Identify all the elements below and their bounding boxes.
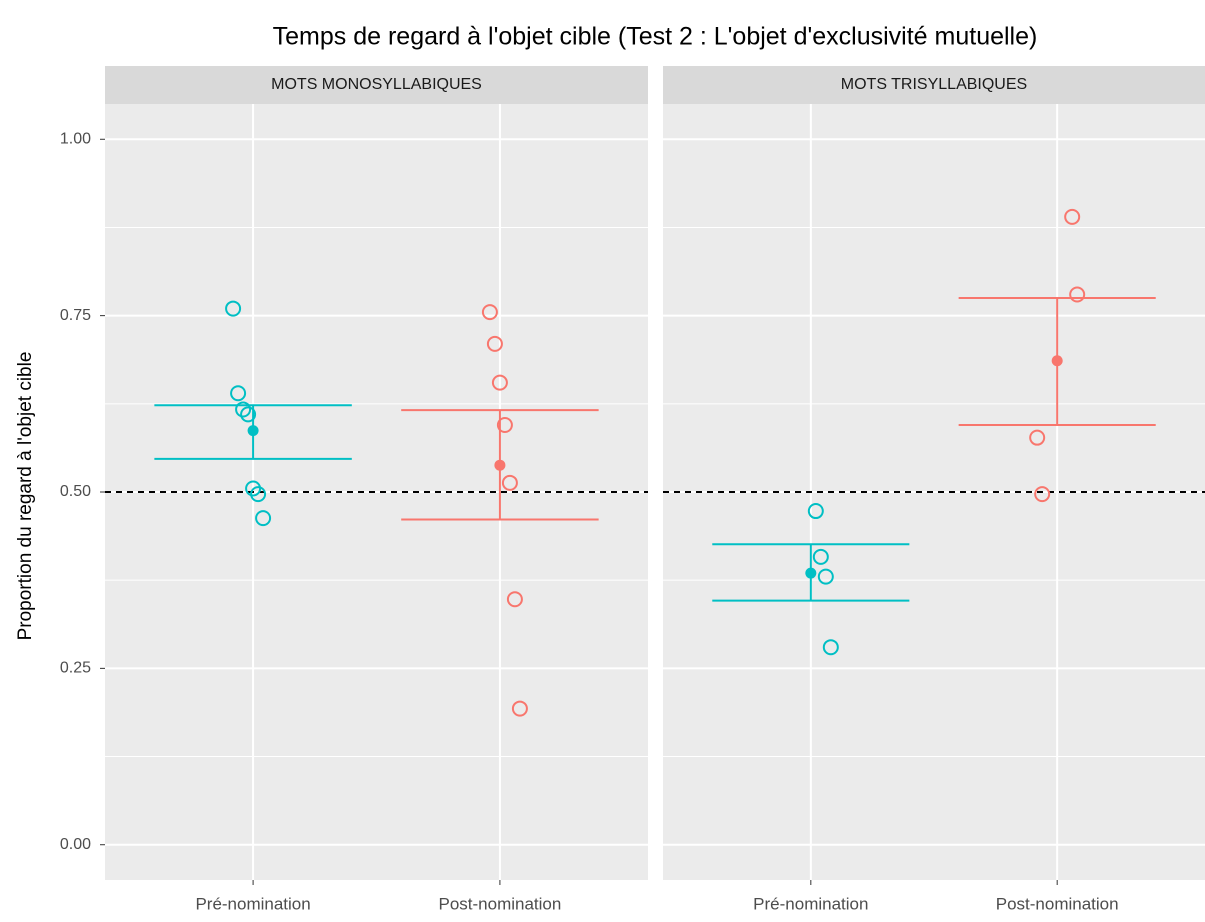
- strip: [105, 66, 648, 104]
- data-point: [255, 510, 272, 527]
- facet-label: MOTS MONOSYLLABIQUES: [271, 76, 482, 93]
- strip: [663, 66, 1205, 104]
- data-point: [506, 591, 523, 608]
- data-point: [1029, 429, 1046, 446]
- y-axis-label: Proportion du regard à l'objet cible: [15, 352, 36, 641]
- data-point: [1064, 208, 1081, 225]
- mean-point: [805, 567, 817, 579]
- x-tick-label: Pré-nomination: [195, 894, 310, 913]
- x-tick-label: Pré-nomination: [753, 894, 868, 913]
- mean-point: [494, 459, 506, 471]
- mean-point: [1051, 355, 1063, 367]
- data-point: [486, 335, 503, 352]
- x-tick-label: Post-nomination: [438, 894, 561, 913]
- data-point: [817, 568, 834, 585]
- data-point: [491, 374, 508, 391]
- mean-point: [247, 425, 259, 437]
- data-point: [230, 385, 247, 402]
- data-point: [501, 474, 518, 491]
- data-point: [250, 486, 267, 503]
- data-point: [812, 548, 829, 565]
- data-point: [245, 480, 262, 497]
- chart-title: Temps de regard à l'objet cible (Test 2 …: [273, 23, 1038, 51]
- data-point: [1034, 486, 1051, 503]
- x-tick-label: Post-nomination: [996, 894, 1119, 913]
- data-point: [496, 416, 513, 433]
- data-point: [807, 503, 824, 520]
- y-tick-label: 1.00: [60, 130, 91, 147]
- data-point: [481, 304, 498, 321]
- data-point: [240, 406, 257, 423]
- data-point: [822, 639, 839, 656]
- y-tick-label: 0.00: [60, 836, 91, 853]
- y-tick-label: 0.25: [60, 660, 91, 677]
- data-point: [225, 300, 242, 317]
- facet-label: MOTS TRISYLLABIQUES: [841, 76, 1027, 93]
- data-point: [235, 401, 252, 418]
- data-point: [1069, 286, 1086, 303]
- y-tick-label: 0.75: [60, 307, 91, 324]
- y-tick-label: 0.50: [60, 483, 91, 500]
- data-point: [511, 700, 528, 717]
